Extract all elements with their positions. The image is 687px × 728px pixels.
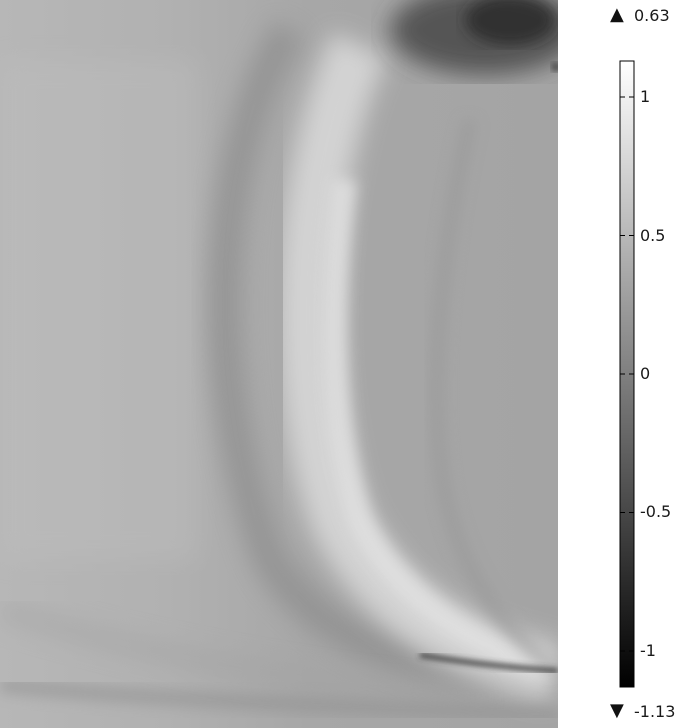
dark-spot-top-core xyxy=(465,0,555,45)
bottom-wisp xyxy=(0,678,558,722)
bright-crescent-core xyxy=(323,178,556,682)
max-marker-icon: ▲ xyxy=(610,4,624,25)
bottom-wisp-2 xyxy=(0,601,481,709)
inner-edge-shadow xyxy=(429,118,558,676)
colorbar-tick-label: -0.5 xyxy=(640,502,672,522)
dark-point-upper xyxy=(551,62,558,72)
dark-streak-lower xyxy=(419,652,558,674)
colorbar-tick-label: 0.5 xyxy=(640,225,666,245)
dark-band-outer xyxy=(207,20,557,690)
min-value-label: -1.13 xyxy=(634,702,676,721)
max-value-label: 0.63 xyxy=(634,6,670,25)
left-light-region xyxy=(0,60,200,560)
min-marker-icon: ▼ xyxy=(610,700,624,721)
colorbar-tick-label: -1 xyxy=(640,640,656,660)
colorbar-ticks xyxy=(620,96,634,652)
colorbar-tick-label: 1 xyxy=(640,87,651,106)
heatmap-field xyxy=(0,0,558,728)
colorbar-tick-label: 0 xyxy=(640,364,651,383)
